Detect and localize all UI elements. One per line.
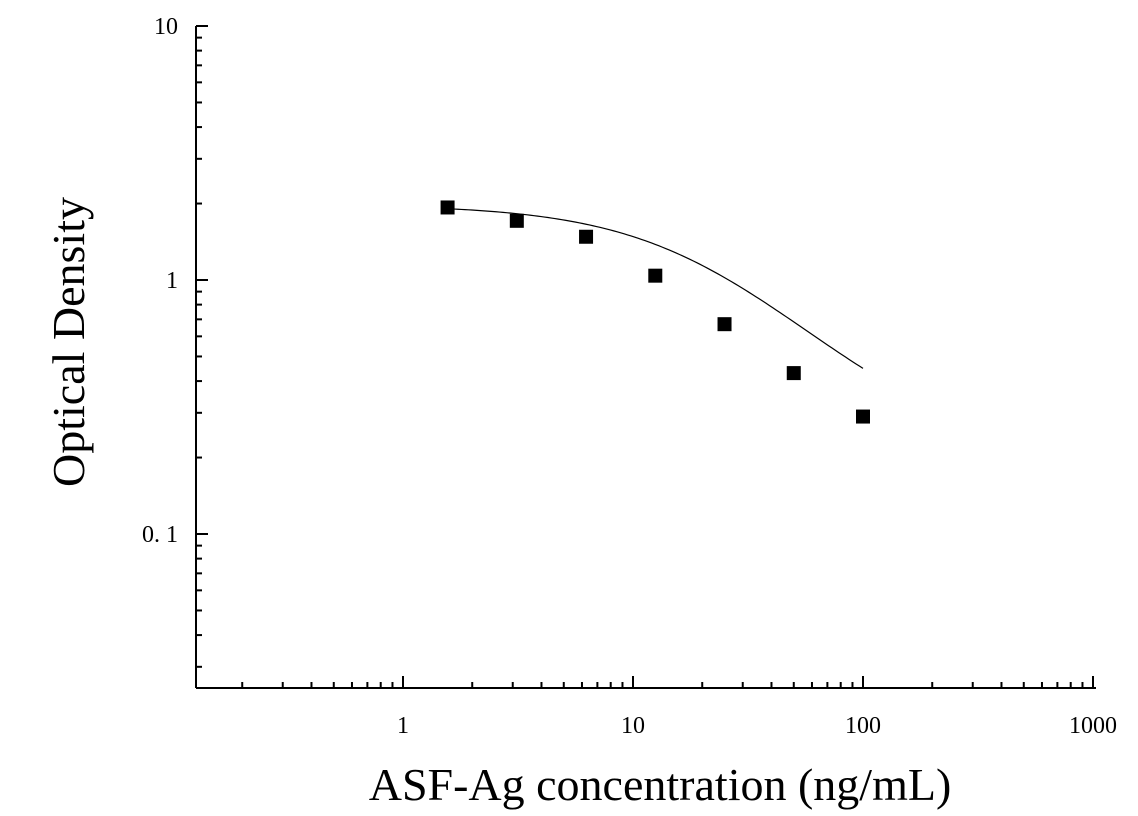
x-axis-ticks: 1 10 100 1000 [241,676,1117,739]
x-tick-label: 1 [397,713,409,739]
fit-curve [447,208,864,369]
y-axis-title: Optical Density [43,197,94,487]
y-tick-label: 0. 1 [142,522,178,548]
data-point [648,268,663,283]
y-tick-label: 1 [166,268,178,294]
data-point [717,317,732,332]
y-tick-label: 10 [154,14,178,40]
x-tick-label: 10 [621,713,645,739]
data-point [856,409,870,424]
x-tick-label: 100 [845,713,881,739]
y-axis-ticks: 0. 1 1 10 [142,14,208,668]
x-axis-title: ASF-Ag concentration (ng/mL) [369,759,952,810]
data-point [509,213,524,228]
data-points [440,200,870,424]
data-point [440,200,455,215]
axes: 1 10 100 1000 0. 1 1 10 [142,14,1117,739]
fit-curve-group [447,208,864,369]
x-tick-label: 1000 [1069,713,1117,739]
data-point [579,229,594,244]
data-point [786,366,801,381]
